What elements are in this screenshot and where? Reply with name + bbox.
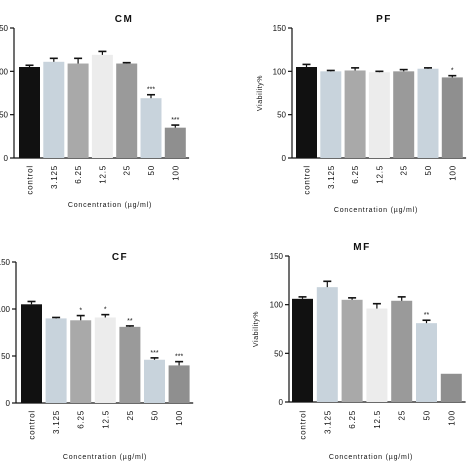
x-tick-label-pf-5: 50 <box>424 165 433 176</box>
y-tick-label-pf: 150 <box>273 24 287 33</box>
bar-pf-4 <box>393 71 415 158</box>
x-axis-label-pf: Concentration (µg/ml) <box>334 207 418 214</box>
bar-mf-0 <box>292 298 313 402</box>
y-tick-label-mf: 0 <box>279 398 284 407</box>
bar-mf-6 <box>440 373 462 402</box>
y-axis-label-mf: Viability% <box>253 311 260 347</box>
bar-cf-0 <box>21 304 42 403</box>
bar-pf-3 <box>368 72 390 158</box>
bar-mf-2 <box>341 299 363 402</box>
y-tick-label-cf: 150 <box>0 258 11 267</box>
x-tick-label-pf-6: 100 <box>448 165 457 181</box>
significance-mark-cm-5: *** <box>147 87 155 94</box>
x-tick-label-cf-2: 6.25 <box>77 410 86 429</box>
bar-cm-5 <box>140 98 162 158</box>
bar-pf-5 <box>417 68 439 158</box>
x-tick-label-pf-2: 6.25 <box>351 165 360 184</box>
x-axis-label-cf: Concentration (µg/ml) <box>63 454 147 461</box>
significance-mark-cf-6: *** <box>175 354 183 361</box>
x-tick-label-mf-4: 25 <box>398 410 407 421</box>
y-tick-label-pf: 0 <box>282 154 287 163</box>
y-tick-label-pf: 50 <box>277 111 286 120</box>
x-axis-label-cm: Concentration (µg/ml) <box>68 202 152 209</box>
chart-title-mf: MF <box>353 242 370 253</box>
bar-mf-3 <box>366 308 388 402</box>
bar-cm-0 <box>19 67 40 158</box>
bar-cf-4 <box>119 326 141 403</box>
bar-pf-0 <box>296 67 317 158</box>
x-tick-label-cf-0: control <box>28 410 37 440</box>
significance-mark-pf-6: * <box>451 68 454 75</box>
x-tick-label-pf-1: 3.125 <box>327 165 336 189</box>
bar-pf-6 <box>441 77 463 158</box>
significance-mark-cf-5: *** <box>150 350 158 357</box>
x-axis-label-mf: Concentration (µg/ml) <box>329 454 413 461</box>
bar-cm-2 <box>67 63 89 158</box>
y-axis-label-pf: Viability% <box>257 75 264 111</box>
bar-cf-5 <box>144 359 165 403</box>
significance-mark-mf-5: ** <box>424 312 430 319</box>
x-tick-label-cf-3: 12.5 <box>101 410 110 429</box>
significance-mark-cf-4: ** <box>127 318 133 325</box>
significance-mark-cm-6: *** <box>171 117 179 124</box>
bar-cm-3 <box>91 54 113 158</box>
x-tick-label-cf-6: 100 <box>175 410 184 426</box>
chart-title-cm: CM <box>115 14 134 25</box>
y-tick-label-cf: 50 <box>1 352 10 361</box>
y-tick-label-cm: 100 <box>0 67 9 76</box>
y-tick-label-cm: 150 <box>0 24 9 33</box>
x-tick-label-cf-4: 25 <box>126 410 135 421</box>
bar-cm-4 <box>116 63 138 158</box>
y-tick-label-mf: 150 <box>270 252 284 261</box>
bar-cf-2 <box>70 320 92 403</box>
bar-cm-1 <box>43 61 65 158</box>
x-tick-label-mf-0: control <box>299 410 308 440</box>
bar-pf-2 <box>344 70 366 158</box>
x-tick-label-cf-5: 50 <box>151 410 160 421</box>
x-tick-label-mf-6: 100 <box>447 410 456 426</box>
x-tick-label-cm-3: 12.5 <box>98 165 107 184</box>
x-tick-label-mf-2: 6.25 <box>348 410 357 429</box>
bar-mf-1 <box>316 287 338 402</box>
bar-cf-1 <box>45 318 67 403</box>
y-tick-label-pf: 100 <box>273 67 287 76</box>
x-tick-label-cm-6: 100 <box>171 165 180 181</box>
x-tick-label-pf-3: 12.5 <box>375 165 384 184</box>
y-tick-label-cm: 0 <box>4 154 9 163</box>
x-tick-label-cm-5: 50 <box>147 165 156 176</box>
x-tick-label-cm-0: control <box>26 165 35 195</box>
x-tick-label-pf-0: control <box>303 165 312 195</box>
y-tick-label-cf: 0 <box>6 399 11 408</box>
x-tick-label-cf-1: 3.125 <box>52 410 61 434</box>
bar-mf-4 <box>391 300 413 402</box>
chart-title-pf: PF <box>376 14 392 25</box>
y-tick-label-cf: 100 <box>0 305 11 314</box>
significance-mark-cf-3: * <box>104 307 107 314</box>
bar-pf-1 <box>320 71 342 158</box>
bar-mf-5 <box>416 323 437 402</box>
y-tick-label-cm: 50 <box>0 111 9 120</box>
x-tick-label-cm-2: 6.25 <box>74 165 83 184</box>
x-tick-label-mf-3: 12.5 <box>373 410 382 429</box>
y-tick-label-mf: 100 <box>270 301 284 310</box>
x-tick-label-cm-1: 3.125 <box>50 165 59 189</box>
x-tick-label-mf-1: 3.125 <box>323 410 332 434</box>
x-tick-label-pf-4: 25 <box>400 165 409 176</box>
bar-cm-6 <box>164 127 186 158</box>
y-tick-label-mf: 50 <box>274 349 283 358</box>
x-tick-label-cm-4: 25 <box>123 165 132 176</box>
chart-title-cf: CF <box>112 252 128 263</box>
x-tick-label-mf-5: 50 <box>423 410 432 421</box>
significance-mark-cf-2: * <box>79 308 82 315</box>
bar-cf-3 <box>94 317 116 403</box>
bar-cf-6 <box>168 365 190 403</box>
